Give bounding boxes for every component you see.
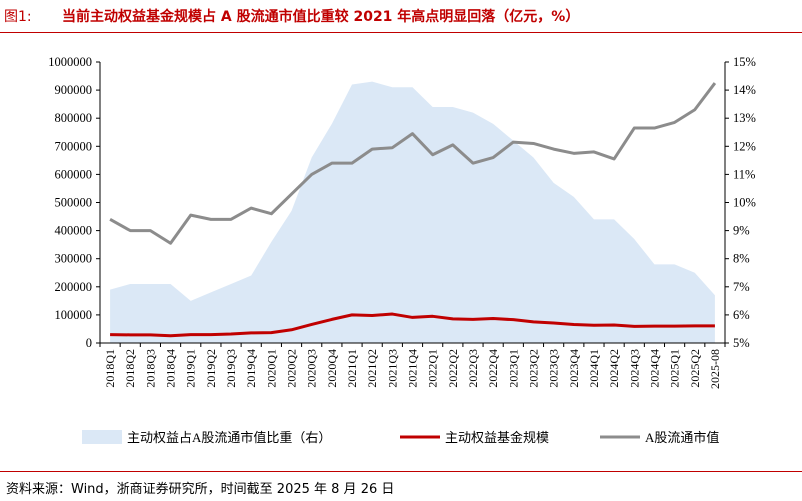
ratio-area xyxy=(110,81,715,344)
left-tick-label: 600000 xyxy=(55,167,93,181)
left-tick-label: 300000 xyxy=(55,252,93,266)
left-tick-label: 500000 xyxy=(55,196,93,210)
left-tick-label: 900000 xyxy=(55,83,93,97)
x-tick-label: 2023Q2 xyxy=(526,349,540,388)
chart: 0 100000 200000 300000 400000 500000 600000 700… xyxy=(48,55,756,445)
x-tick-label: 2019Q1 xyxy=(184,349,198,388)
x-tick-label: 2020Q1 xyxy=(264,349,278,388)
right-tick-label: 14% xyxy=(733,83,756,97)
x-tick-label: 2021Q1 xyxy=(345,349,359,388)
x-tick-label: 2022Q2 xyxy=(446,349,460,388)
x-tick-label: 2020Q2 xyxy=(285,349,299,388)
left-tick-label: 200000 xyxy=(55,280,93,294)
x-tick-label: 2025Q1 xyxy=(668,349,682,388)
left-tick-label: 700000 xyxy=(55,139,93,153)
legend-label-fund: 主动权益基金规模 xyxy=(445,430,549,445)
left-tick-label: 400000 xyxy=(55,224,93,238)
left-tick-label: 100000 xyxy=(55,308,93,322)
x-tick-label: 2022Q1 xyxy=(426,349,440,388)
left-tick-label: 0 xyxy=(86,336,92,350)
x-tick-label: 2024Q1 xyxy=(587,349,601,388)
fund-scale-line xyxy=(110,312,715,338)
source-footer: 资料来源：Wind，浙商证券研究所，时间截至 2025 年 8 月 26 日 xyxy=(0,471,802,501)
right-tick-label: 12% xyxy=(733,139,756,153)
legend-swatch-ratio xyxy=(82,430,122,444)
x-tick-label: 2021Q2 xyxy=(365,349,379,388)
right-tick-label: 10% xyxy=(733,196,756,210)
x-tick-label: 2023Q1 xyxy=(506,349,520,388)
x-tick-label: 2021Q4 xyxy=(406,349,420,388)
legend-label-cap: A股流通市值 xyxy=(645,430,719,445)
source-note: 资料来源：Wind，浙商证券研究所，时间截至 2025 年 8 月 26 日 xyxy=(6,482,395,497)
x-tick-label: 2018Q4 xyxy=(164,349,178,388)
x-tick-label: 2025-08 xyxy=(708,349,722,389)
x-tick-label: 2024Q2 xyxy=(607,349,621,388)
legend-label-ratio: 主动权益占A股流通市值比重（右） xyxy=(127,430,331,445)
right-tick-label: 13% xyxy=(733,111,756,125)
x-tick-label: 2021Q3 xyxy=(385,349,399,388)
right-tick-label: 7% xyxy=(733,280,750,294)
figure-label: 图1: xyxy=(4,9,32,25)
x-tick-label: 2024Q4 xyxy=(647,349,661,388)
x-tick-label: 2023Q4 xyxy=(567,349,581,388)
x-tick-label: 2018Q1 xyxy=(103,349,117,388)
x-tick-label: 2019Q2 xyxy=(204,349,218,388)
x-tick-label: 2023Q3 xyxy=(547,349,561,388)
figure-header: 图1: 当前主动权益基金规模占 A 股流通市值比重较 2021 年高点明显回落（… xyxy=(0,0,802,33)
x-tick-label: 2024Q3 xyxy=(627,349,641,388)
right-tick-label: 15% xyxy=(733,55,756,69)
market-cap-line xyxy=(109,82,717,245)
figure-title: 当前主动权益基金规模占 A 股流通市值比重较 2021 年高点明显回落（亿元，%… xyxy=(62,9,580,25)
x-tick-label: 2018Q2 xyxy=(123,349,137,388)
right-tick-label: 8% xyxy=(733,252,750,266)
x-tick-label: 2018Q3 xyxy=(143,349,157,388)
x-tick-label: 2020Q4 xyxy=(325,349,339,388)
x-tick-label: 2020Q3 xyxy=(305,349,319,388)
x-tick-label: 2019Q3 xyxy=(224,349,238,388)
left-tick-label: 800000 xyxy=(55,111,93,125)
x-tick-label: 2022Q3 xyxy=(466,349,480,388)
x-tick-label: 2022Q4 xyxy=(486,349,500,388)
right-tick-label: 9% xyxy=(733,224,750,238)
x-tick-label: 2019Q4 xyxy=(244,349,258,388)
right-tick-label: 11% xyxy=(733,167,755,181)
left-tick-label: 1000000 xyxy=(48,55,92,69)
right-tick-label: 5% xyxy=(733,336,750,350)
x-tick-label: 2025Q2 xyxy=(688,349,702,388)
right-tick-label: 6% xyxy=(733,308,750,322)
